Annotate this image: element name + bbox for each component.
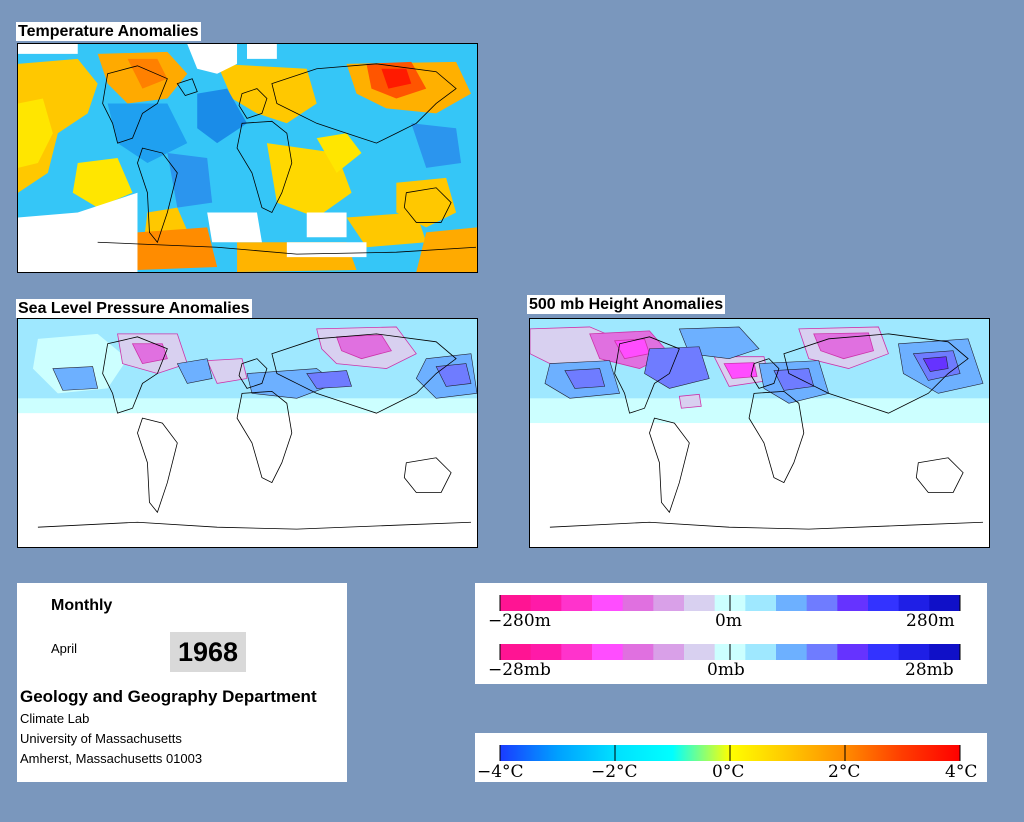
temp-tick-label-1: −2°C xyxy=(591,762,638,782)
temperature-map-title: Temperature Anomalies xyxy=(16,22,201,41)
sea-level-pressure-anomaly-map xyxy=(17,318,478,548)
temperature-anomaly-map xyxy=(17,43,478,273)
legend-swatch xyxy=(806,644,838,660)
legend-swatch xyxy=(898,595,930,611)
lab-name: Climate Lab xyxy=(20,711,90,726)
period-label: Monthly xyxy=(51,597,113,614)
legend-swatch xyxy=(929,595,961,611)
pressure-max-label: 28mb xyxy=(905,660,954,680)
height-max-label: 280m xyxy=(906,611,955,631)
legend-swatch xyxy=(837,644,869,660)
temp-tick-label-0: −4°C xyxy=(477,762,524,782)
legend-swatch xyxy=(561,595,593,611)
legend-swatch xyxy=(592,595,624,611)
legend-swatch xyxy=(653,595,685,611)
height-min-label: −280m xyxy=(488,611,551,631)
info-panel: Monthly April 1968 Geology and Geography… xyxy=(17,583,347,782)
height-pressure-legend: −280m 0m 280m −28mb 0mb 28mb xyxy=(475,583,987,684)
legend-swatch xyxy=(653,644,685,660)
slp-map-title: Sea Level Pressure Anomalies xyxy=(16,299,252,318)
legend-swatch xyxy=(929,644,961,660)
university-name: University of Massachusetts xyxy=(20,731,182,746)
legend-swatch xyxy=(684,595,716,611)
legend-swatch xyxy=(622,644,654,660)
legend-swatch xyxy=(745,595,777,611)
temp-tick-label-2: 0°C xyxy=(712,762,745,782)
department-name: Geology and Geography Department xyxy=(20,687,317,706)
temperature-legend: −4°C −2°C 0°C 2°C 4°C xyxy=(475,733,987,782)
legend-swatch xyxy=(500,644,532,660)
legend-swatch xyxy=(806,595,838,611)
legend-swatch xyxy=(837,595,869,611)
legend-swatch xyxy=(561,644,593,660)
legend-swatch xyxy=(898,644,930,660)
address: Amherst, Massachusetts 01003 xyxy=(20,751,203,766)
height-mid-label: 0m xyxy=(715,611,742,631)
pressure-mid-label: 0mb xyxy=(707,660,745,680)
legend-swatch xyxy=(776,644,808,660)
legend-swatch xyxy=(745,644,777,660)
temp-tick-label-4: 4°C xyxy=(945,762,978,782)
pressure-min-label: −28mb xyxy=(488,660,551,680)
legend-swatch xyxy=(530,595,562,611)
temp-tick-label-3: 2°C xyxy=(828,762,861,782)
month-label: April xyxy=(51,641,78,656)
year-display: 1968 xyxy=(170,632,246,672)
legend-swatch xyxy=(530,644,562,660)
height-map-title: 500 mb Height Anomalies xyxy=(527,295,726,314)
legend-swatch xyxy=(500,595,532,611)
legend-swatch xyxy=(592,644,624,660)
legend-swatch xyxy=(868,644,900,660)
legend-swatch xyxy=(776,595,808,611)
height-500mb-anomaly-map xyxy=(529,318,990,548)
legend-swatch xyxy=(622,595,654,611)
legend-swatch xyxy=(868,595,900,611)
legend-swatch xyxy=(684,644,716,660)
